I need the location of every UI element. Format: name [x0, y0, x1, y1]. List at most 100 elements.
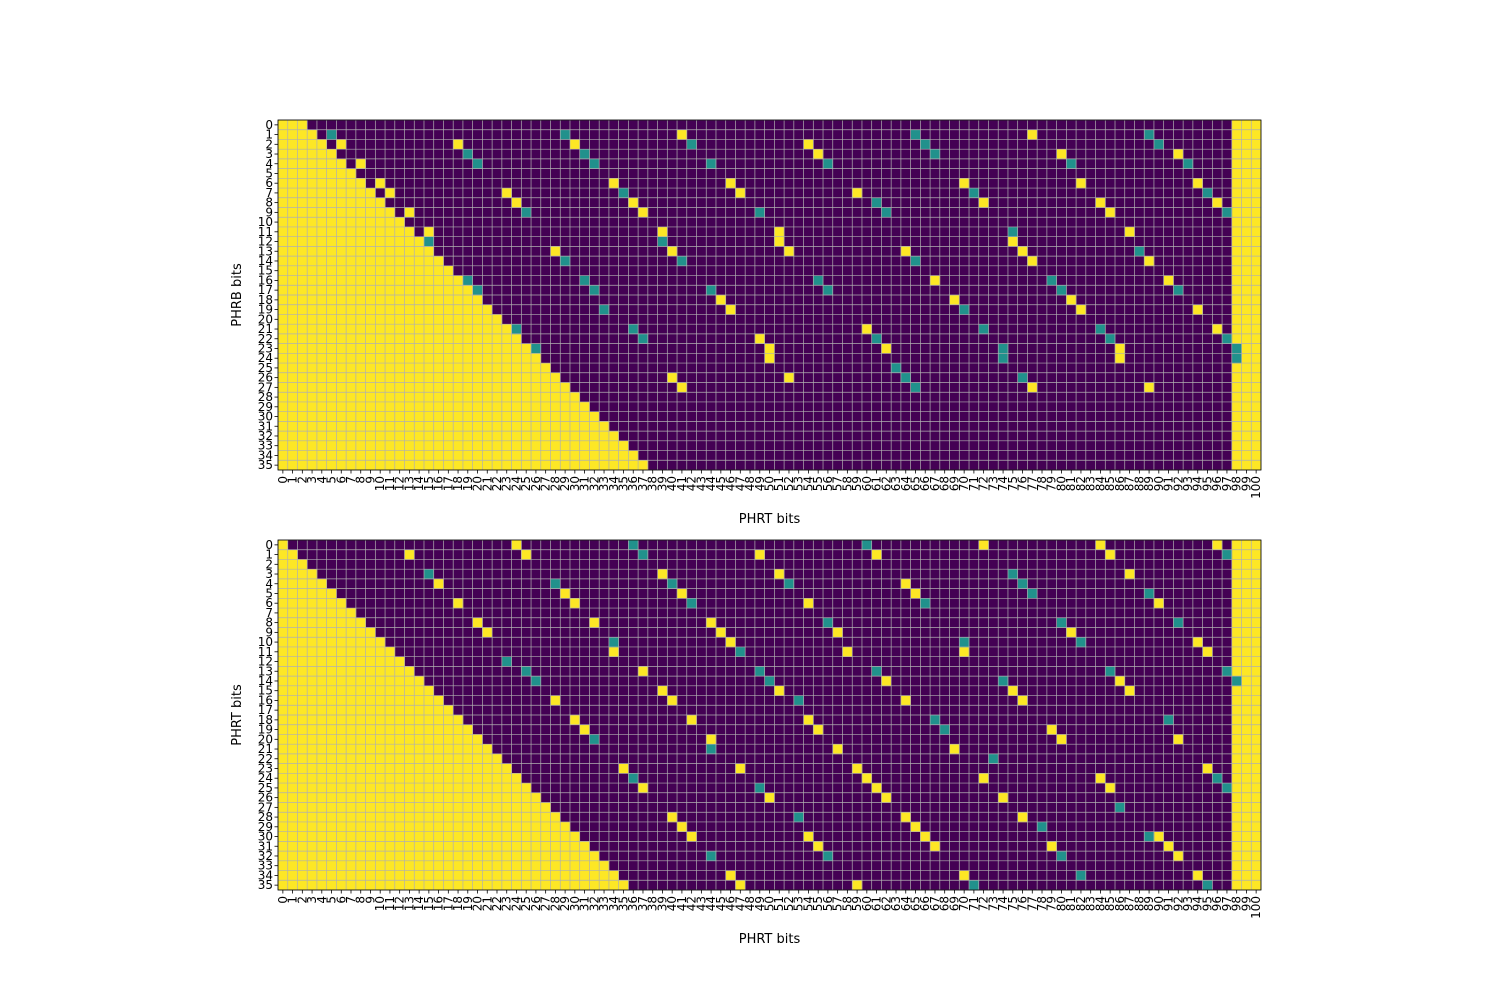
heatmap-row-block-16: [278, 275, 464, 286]
heatmap-cell-mid: [754, 783, 765, 794]
x-tick-label: 17: [441, 476, 455, 491]
x-tick-label: 36: [626, 896, 640, 911]
heatmap-cell-high: [930, 275, 941, 286]
heatmap-cell-mid: [969, 880, 980, 891]
heatmap-cell-high: [900, 812, 911, 823]
y-axis-label: PHRT bits: [230, 684, 245, 746]
y-tick-label: 20: [258, 312, 273, 326]
x-tick-label: 68: [938, 476, 952, 491]
y-tick-label: 25: [258, 781, 273, 795]
x-tick-label: 74: [996, 476, 1010, 491]
x-tick-label: 28: [548, 476, 562, 491]
heatmap-cell-high: [881, 792, 892, 803]
x-tick-label: 25: [519, 896, 533, 911]
heatmap-cell-high: [959, 646, 970, 657]
heatmap-cell-mid: [628, 324, 639, 335]
x-tick-label: 67: [928, 476, 942, 491]
x-tick-label: 6: [334, 476, 348, 484]
x-tick-label: 14: [412, 896, 426, 911]
heatmap-cell-mid: [579, 149, 590, 160]
heatmap-cell-mid: [423, 569, 435, 580]
heatmap-cell-high: [725, 304, 736, 315]
heatmap-cell-mid: [667, 578, 678, 589]
heatmap-cell-mid: [910, 256, 921, 267]
heatmap-cell-mid: [706, 744, 717, 755]
heatmap-row-block-28: [278, 392, 581, 403]
heatmap-row-block-26: [278, 792, 542, 803]
y-axis-label: PHRB bits: [230, 263, 245, 327]
heatmap-cell-mid: [871, 197, 882, 208]
y-tick-label: 28: [258, 810, 273, 824]
heatmap-cell-high: [735, 188, 746, 199]
heatmap-cell-mid: [1144, 831, 1155, 842]
x-tick-label: 71: [967, 476, 981, 491]
heatmap-cell-high: [1046, 724, 1057, 735]
heatmap-cell-high: [861, 773, 872, 784]
x-tick-label: 5: [325, 896, 339, 904]
heatmap-cell-high: [336, 139, 347, 150]
heatmap-cell-high: [852, 763, 863, 774]
x-tick-label: 78: [1035, 896, 1049, 911]
heatmap-cell-mid: [657, 236, 668, 247]
heatmap-row-block-6: [278, 598, 347, 609]
heatmap-cell-mid: [579, 275, 590, 286]
heatmap-cell-mid: [998, 353, 1009, 364]
y-tick-label: 30: [258, 830, 273, 844]
x-tick-label: 85: [1103, 896, 1117, 911]
y-tick-label: 5: [265, 586, 273, 600]
heatmap-cell-mid: [589, 285, 600, 296]
heatmap-cell-mid: [1105, 666, 1116, 677]
heatmap-cell-mid: [998, 343, 1009, 354]
heatmap-cell-high: [638, 783, 649, 794]
x-tick-label: 96: [1210, 476, 1224, 491]
heatmap-cell-mid: [823, 851, 834, 862]
heatmap-cell-high: [803, 715, 814, 726]
heatmap-row-block-30: [278, 831, 581, 842]
x-tick-label: 66: [918, 476, 932, 491]
heatmap-cell-mid: [1076, 637, 1087, 648]
heatmap-row-block-2: [278, 139, 327, 150]
x-tick-label: 17: [441, 896, 455, 911]
y-tick-label: 10: [258, 635, 273, 649]
heatmap-cell-mid: [1095, 324, 1106, 335]
y-tick-label: 21: [258, 742, 273, 756]
heatmap-cell-mid: [891, 363, 902, 374]
heatmap-cell-mid: [1231, 343, 1242, 354]
x-tick-label: 46: [724, 896, 738, 911]
x-tick-label: 100: [1249, 476, 1263, 499]
x-tick-label: 21: [480, 896, 494, 911]
x-tick-label: 72: [977, 896, 991, 911]
heatmap-cell-mid: [638, 549, 649, 560]
heatmap-cell-high: [832, 627, 843, 638]
x-tick-label: 62: [879, 476, 893, 491]
heatmap-cell-high: [900, 695, 911, 706]
heatmap-row-block-30: [278, 411, 600, 422]
heatmap-cell-high: [949, 744, 960, 755]
heatmap-cell-high: [725, 870, 736, 881]
heatmap-row-block-32: [278, 431, 619, 442]
heatmap-cell-high: [1212, 324, 1223, 335]
y-tick-label: 0: [265, 538, 273, 552]
y-tick-label: 18: [258, 293, 273, 307]
x-tick-label: 27: [539, 476, 553, 491]
heatmap-cell-high: [959, 178, 970, 189]
x-tick-label: 49: [753, 476, 767, 491]
x-tick-label: 91: [1162, 896, 1176, 911]
x-tick-label: 1: [286, 896, 300, 904]
x-tick-label: 20: [471, 896, 485, 911]
heatmap-cell-high: [1202, 646, 1213, 657]
heatmap-cell-mid: [910, 382, 921, 393]
x-tick-label: 73: [986, 476, 1000, 491]
x-tick-label: 24: [509, 476, 523, 491]
heatmap-cell-high: [1124, 569, 1135, 580]
heatmap-cell-high: [852, 880, 863, 891]
heatmap-cell-mid: [823, 285, 834, 296]
heatmap-cell-high: [667, 695, 678, 706]
heatmap-cell-high: [521, 549, 532, 560]
y-tick-label: 12: [258, 235, 273, 249]
x-tick-label: 85: [1103, 476, 1117, 491]
heatmap-cell-mid: [793, 695, 804, 706]
x-tick-label: 16: [432, 476, 446, 491]
x-tick-label: 33: [597, 476, 611, 491]
heatmap-cell-mid: [628, 773, 639, 784]
